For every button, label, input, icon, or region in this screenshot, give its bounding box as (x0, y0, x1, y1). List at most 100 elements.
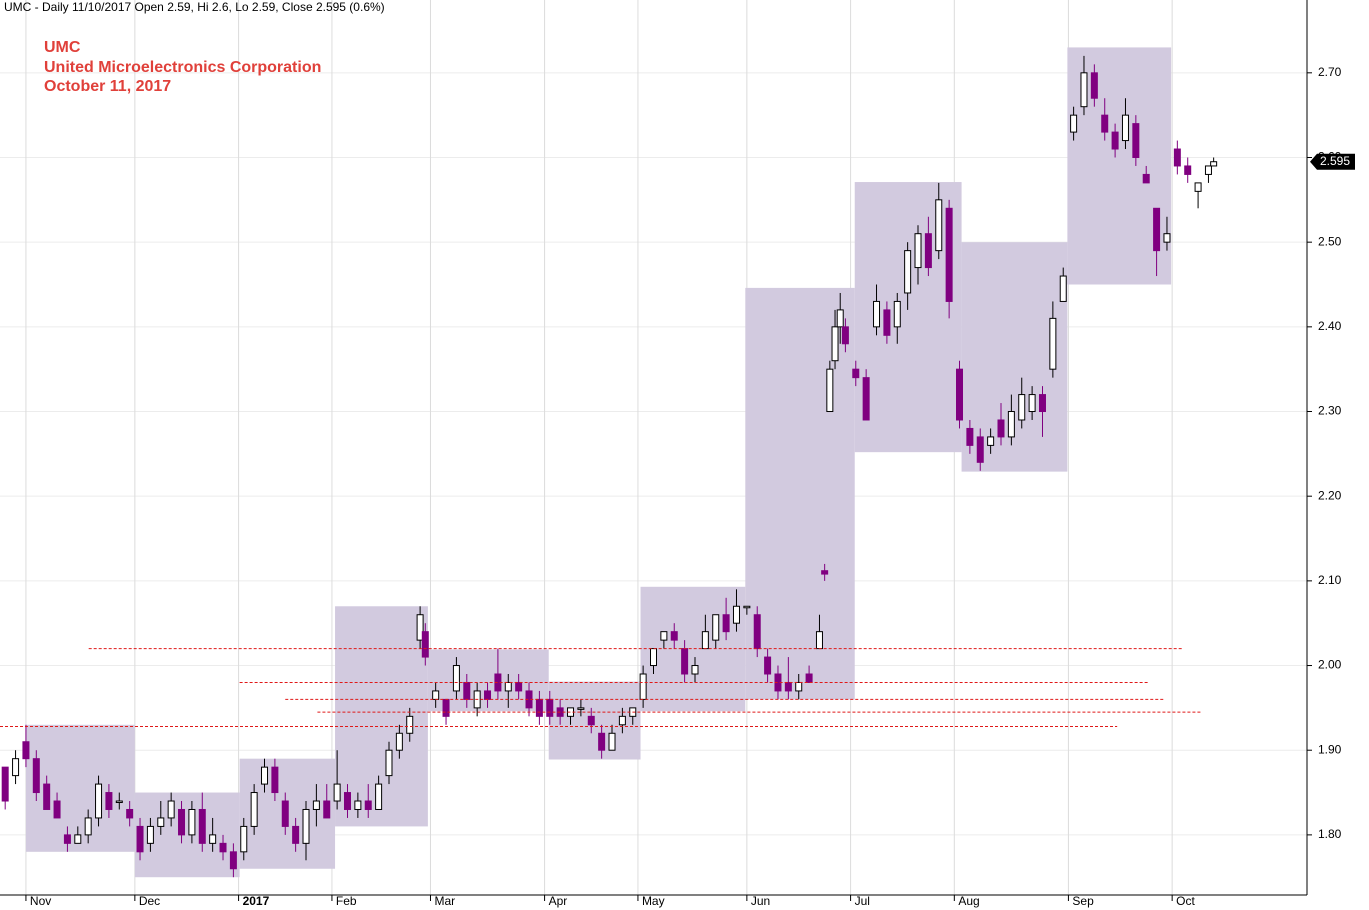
candle-body (240, 825, 248, 853)
candle-body (157, 817, 165, 827)
candle-body (432, 690, 440, 700)
candle-body (375, 783, 383, 810)
candle-body (354, 800, 362, 810)
candle-body (821, 570, 829, 575)
candle-body (701, 631, 709, 650)
candle-body (1142, 173, 1150, 184)
y-tick-label: 2.10 (1318, 573, 1342, 587)
candle-body (1163, 233, 1171, 243)
candle-body (1049, 317, 1057, 370)
candle-body (1101, 114, 1109, 133)
candle-body (1080, 72, 1088, 108)
candle-body (893, 300, 901, 328)
annotation: UMC (44, 39, 81, 56)
candle-body (722, 614, 730, 633)
candle-body (53, 800, 61, 819)
month-range-box (640, 586, 746, 712)
candle-body (712, 614, 720, 641)
candle-body (753, 614, 761, 650)
candle-body (764, 656, 772, 675)
candle-body (416, 614, 424, 641)
last-price-label: 2.595 (1320, 154, 1350, 168)
candle-body (1153, 207, 1161, 252)
candle-body (452, 665, 460, 692)
x-tick-label: Jun (751, 894, 770, 908)
candle-body (136, 825, 144, 853)
candle-body (1059, 275, 1067, 302)
candle-body (805, 673, 813, 683)
candle-body (1038, 394, 1046, 413)
candle-body (691, 665, 699, 675)
y-tick-label: 1.90 (1318, 742, 1342, 756)
candle-body (587, 715, 595, 726)
candle-body (229, 851, 237, 870)
candle-body (515, 681, 523, 692)
x-tick-label: Sep (1072, 894, 1094, 908)
candle-body (639, 673, 647, 700)
y-tick-label: 2.20 (1318, 488, 1342, 502)
y-tick-label: 2.50 (1318, 234, 1342, 248)
y-tick-label: 1.80 (1318, 827, 1342, 841)
candle-body (364, 800, 372, 810)
month-range-box (25, 724, 135, 852)
candle-body (105, 792, 113, 810)
candle-body (504, 681, 512, 692)
annotation: October 11, 2017 (44, 78, 171, 95)
x-tick-label: Feb (336, 894, 357, 908)
candle-body (935, 199, 943, 252)
candle-body (333, 783, 341, 802)
x-tick-label: Aug (958, 894, 979, 908)
candle-body (74, 834, 82, 844)
candle-body (836, 309, 844, 328)
candle-body (281, 800, 289, 827)
candle-body (681, 648, 689, 675)
x-tick-label: Dec (139, 894, 160, 908)
candle-body (1028, 394, 1036, 413)
marks-layer (0, 55, 1218, 878)
candle-body (12, 758, 20, 777)
candle-body (442, 698, 450, 717)
candle-body (608, 732, 616, 751)
candle-body (546, 698, 554, 717)
candle-body (146, 825, 154, 844)
y-tick-label: 2.40 (1318, 319, 1342, 333)
candle-body (997, 419, 1005, 438)
candle-body (618, 715, 626, 726)
candle-body (32, 758, 40, 794)
candle-body (1090, 72, 1098, 99)
candle-body (484, 690, 492, 700)
candle-body (732, 605, 740, 624)
candle-body (1007, 411, 1015, 438)
candle-body (406, 715, 414, 734)
y-tick-label: 2.30 (1318, 404, 1342, 418)
candle-body (966, 427, 974, 446)
candle-body (209, 834, 217, 844)
candle-body (219, 842, 227, 853)
candle-body (1111, 131, 1119, 150)
candle-body (976, 436, 984, 463)
candle-body (650, 648, 657, 667)
candle-body (126, 808, 134, 819)
candle-body (302, 808, 310, 844)
candle-body (1132, 123, 1140, 158)
candle-body (1121, 114, 1129, 142)
x-tick-label: Mar (434, 894, 455, 908)
annotation: United Microelectronics Corporation (44, 59, 321, 76)
x-tick-label: May (642, 894, 665, 908)
x-tick-label: Jul (855, 894, 870, 908)
candle-body (188, 808, 196, 836)
candle-body (115, 800, 123, 804)
candle-body (670, 631, 678, 641)
candle-body (904, 250, 912, 294)
candle-body (660, 631, 668, 641)
candle-body (167, 800, 175, 819)
candle-body (250, 792, 258, 827)
candle-body (84, 817, 92, 836)
candle-body (463, 681, 471, 700)
candle-body (1210, 161, 1218, 167)
candle-body (312, 800, 320, 810)
candle-body (385, 749, 393, 777)
candle-body (343, 792, 351, 810)
month-range-box (854, 182, 962, 453)
